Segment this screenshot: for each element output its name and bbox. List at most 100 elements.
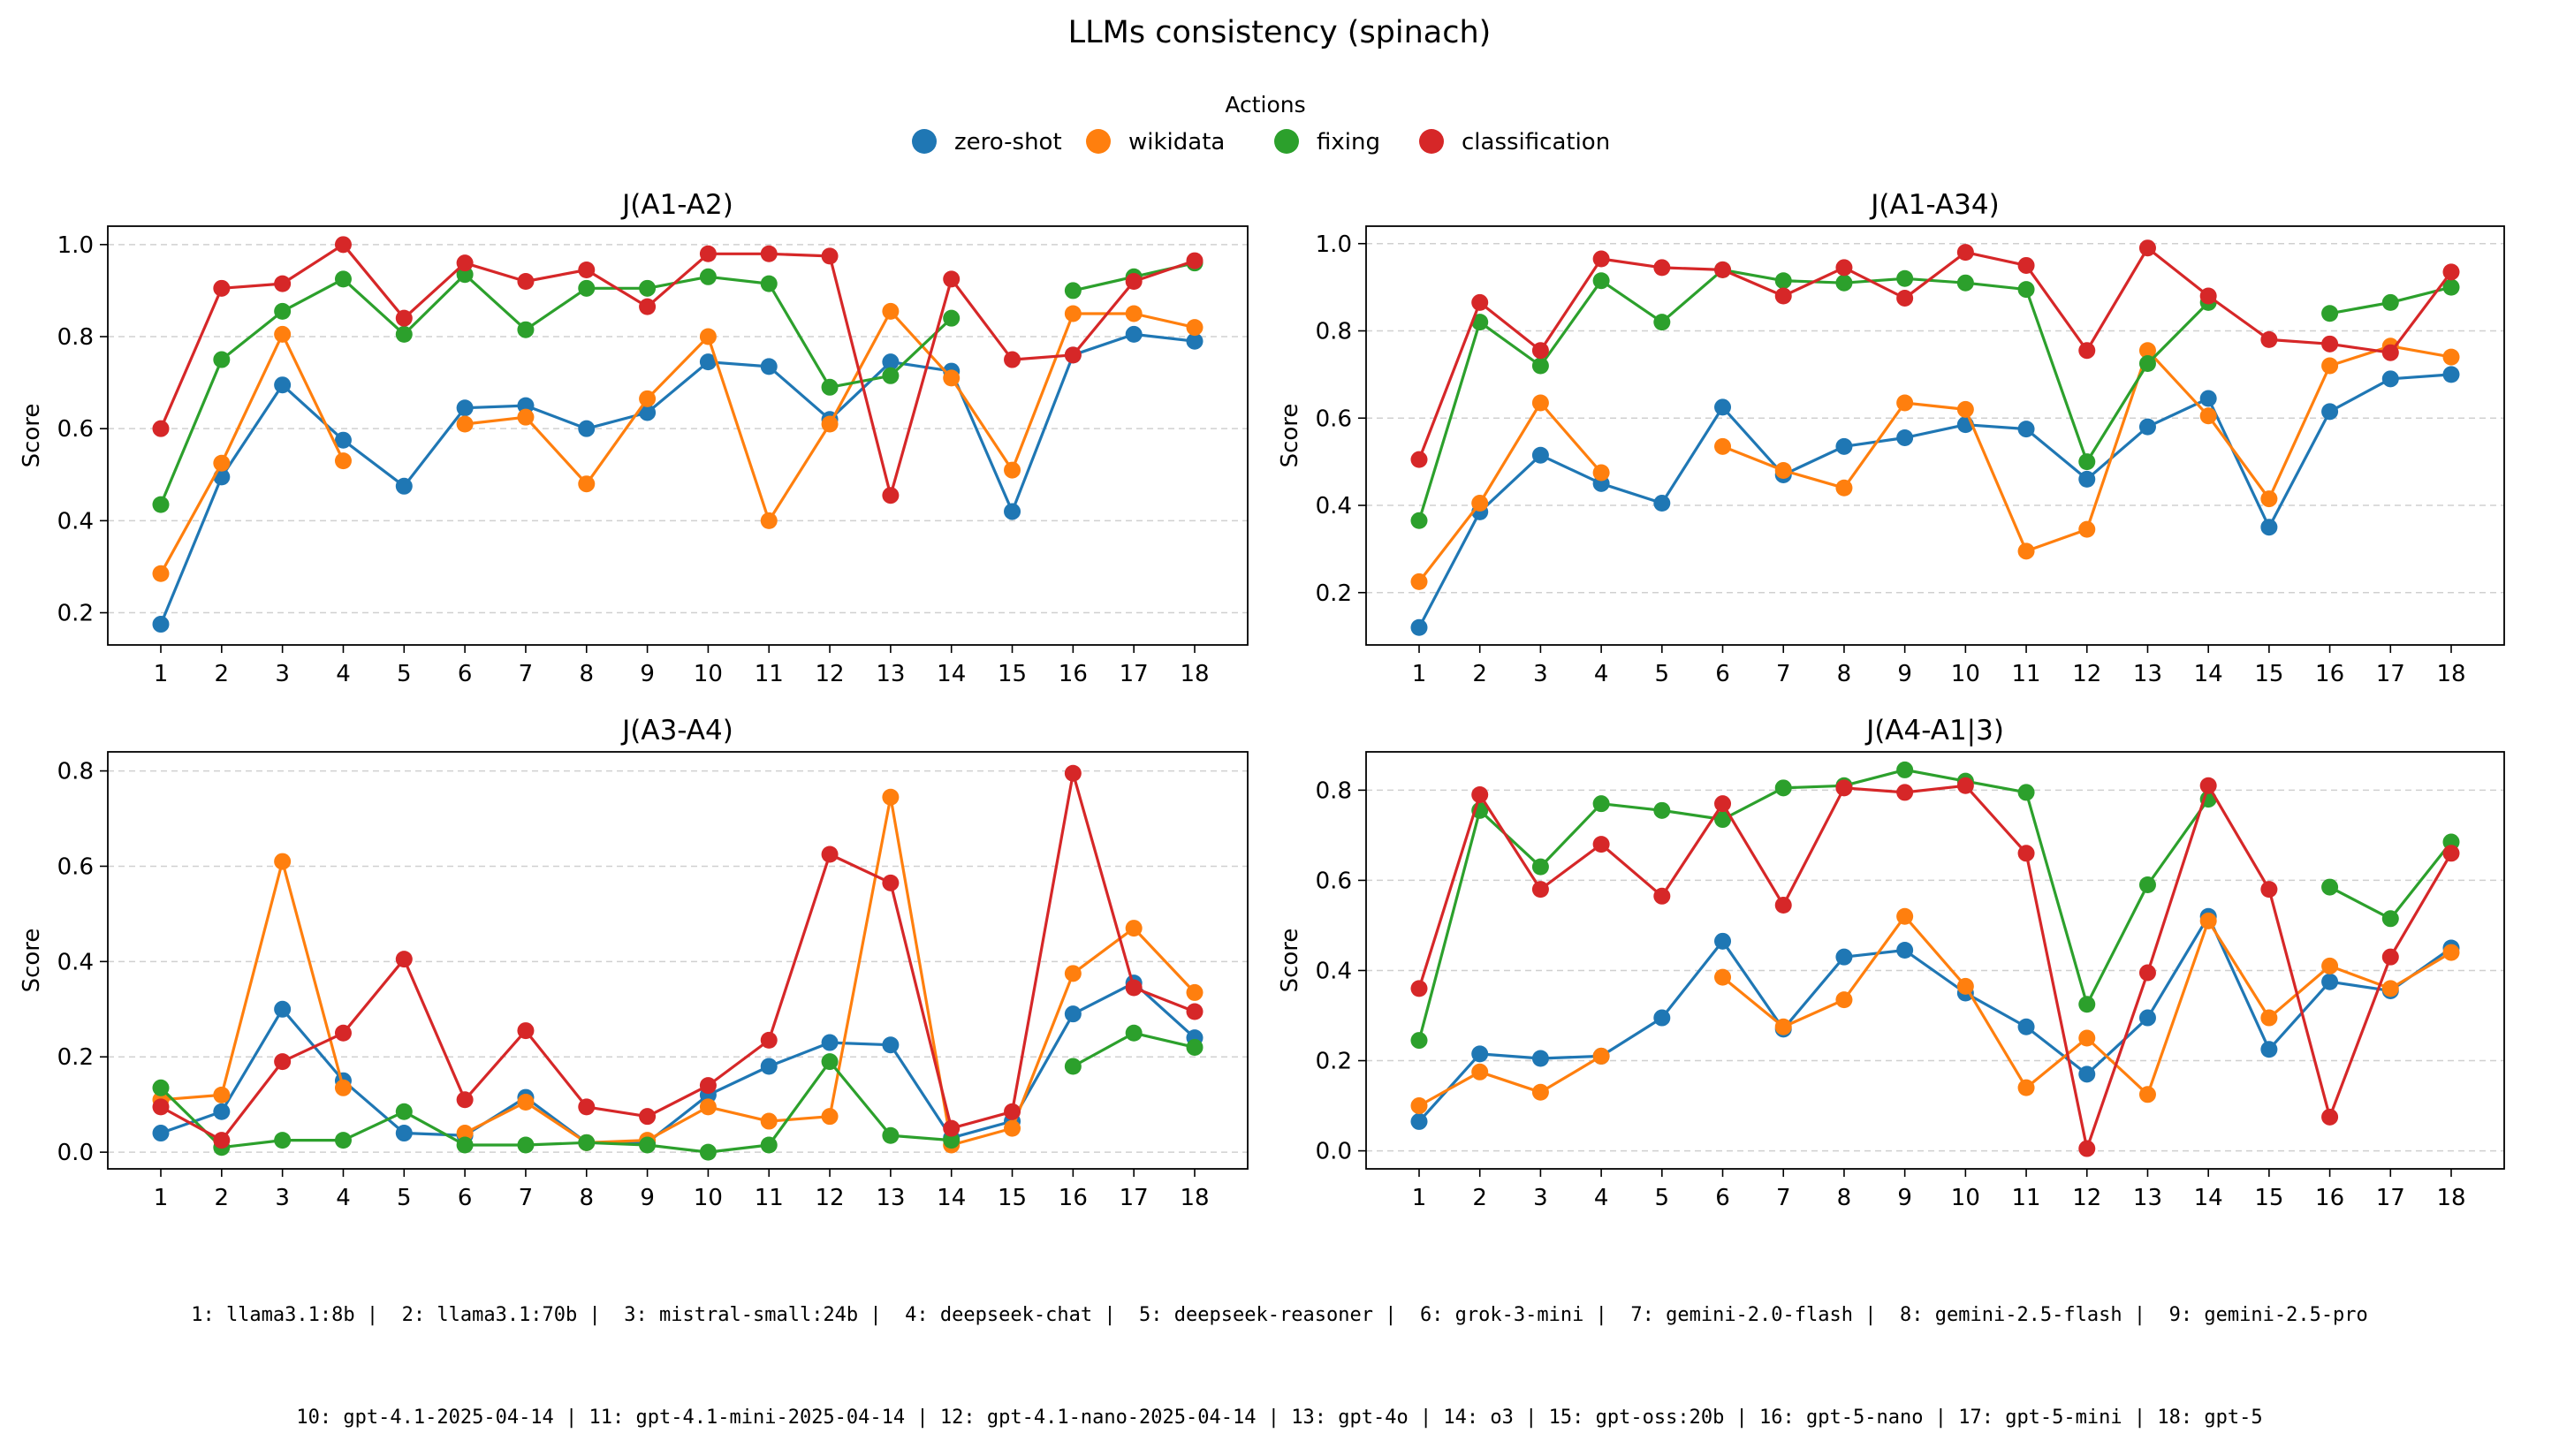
data-point-classification bbox=[1531, 881, 1549, 899]
x-tick-label: 1 bbox=[154, 1185, 169, 1211]
panel-title: J(A3-A4) bbox=[620, 715, 733, 747]
data-point-classification bbox=[760, 245, 778, 262]
data-point-zero-shot bbox=[2138, 1009, 2156, 1027]
series-wikidata bbox=[1410, 907, 2460, 1115]
x-tick-label: 8 bbox=[1837, 1185, 1852, 1211]
data-point-classification bbox=[2138, 964, 2156, 982]
series-line-wikidata bbox=[1417, 401, 1603, 583]
data-point-zero-shot bbox=[2442, 366, 2460, 383]
x-tick-label: 16 bbox=[2315, 661, 2344, 687]
data-point-wikidata bbox=[1125, 305, 1143, 322]
x-tick-label: 2 bbox=[215, 661, 230, 687]
data-point-classification bbox=[1410, 451, 1428, 468]
y-tick-label: 0.4 bbox=[1316, 958, 1352, 984]
data-point-zero-shot bbox=[1896, 942, 1914, 959]
data-point-wikidata bbox=[1064, 305, 1082, 322]
data-point-classification bbox=[578, 1098, 596, 1116]
data-point-classification bbox=[578, 261, 596, 278]
data-point-classification bbox=[456, 254, 474, 272]
y-tick-label: 0.2 bbox=[57, 601, 94, 627]
data-point-fixing bbox=[213, 351, 231, 368]
data-point-fixing bbox=[699, 1143, 717, 1161]
data-point-zero-shot bbox=[1531, 1050, 1549, 1067]
data-point-wikidata bbox=[882, 788, 900, 806]
data-point-classification bbox=[882, 874, 900, 891]
data-point-fixing bbox=[1410, 1032, 1428, 1050]
data-point-fixing bbox=[1956, 274, 1974, 292]
data-point-classification bbox=[1653, 259, 1671, 277]
data-point-classification bbox=[1125, 273, 1143, 291]
x-tick-label: 6 bbox=[1715, 661, 1730, 687]
y-tick-label: 0.2 bbox=[1316, 1049, 1352, 1075]
x-tick-label: 13 bbox=[2133, 1185, 2162, 1211]
series-line-wikidata bbox=[1418, 1055, 1602, 1107]
legend-item-zero-shot: zero-shot bbox=[912, 129, 1062, 155]
data-point-classification bbox=[760, 1031, 778, 1049]
data-point-classification bbox=[1714, 261, 1732, 278]
x-tick-label: 18 bbox=[2436, 661, 2465, 687]
data-point-wikidata bbox=[2138, 1086, 2156, 1103]
y-tick-label: 0.4 bbox=[1316, 493, 1352, 519]
x-tick-label: 17 bbox=[2376, 661, 2405, 687]
data-point-classification bbox=[699, 1077, 717, 1095]
data-point-wikidata bbox=[1956, 400, 1974, 418]
data-point-wikidata bbox=[1896, 394, 1914, 412]
data-point-classification bbox=[2381, 948, 2399, 966]
data-point-zero-shot bbox=[1714, 932, 1732, 950]
data-point-classification bbox=[1896, 784, 1914, 801]
data-point-fixing bbox=[882, 1126, 900, 1144]
data-point-fixing bbox=[1774, 779, 1792, 797]
data-point-zero-shot bbox=[1653, 495, 1671, 512]
series-line-fixing bbox=[2328, 841, 2453, 921]
data-point-classification bbox=[1531, 342, 1549, 360]
data-point-classification bbox=[1471, 785, 1489, 803]
data-point-classification bbox=[1004, 1103, 1021, 1120]
y-tick-label: 1.0 bbox=[1316, 231, 1352, 258]
y-tick-label: 0.8 bbox=[1316, 777, 1352, 804]
x-tick-label: 10 bbox=[694, 661, 723, 687]
data-point-wikidata bbox=[1956, 977, 1974, 995]
data-point-wikidata bbox=[334, 452, 352, 470]
x-tick-label: 3 bbox=[275, 661, 290, 687]
y-axis-label: Score bbox=[1277, 929, 1303, 993]
data-point-zero-shot bbox=[760, 1058, 778, 1075]
data-point-zero-shot bbox=[1896, 428, 1914, 446]
x-tick-label: 15 bbox=[998, 661, 1027, 687]
y-tick-label: 0.8 bbox=[57, 759, 94, 785]
data-point-wikidata bbox=[1592, 464, 1610, 482]
data-point-zero-shot bbox=[1004, 503, 1021, 520]
data-point-classification bbox=[1956, 777, 1974, 794]
data-point-classification bbox=[1774, 896, 1792, 914]
legend-title: Actions bbox=[1225, 92, 1305, 118]
data-point-fixing bbox=[943, 309, 961, 327]
data-point-fixing bbox=[1653, 801, 1671, 819]
data-point-classification bbox=[2138, 239, 2156, 257]
data-point-classification bbox=[639, 298, 657, 315]
data-point-classification bbox=[1186, 1003, 1204, 1020]
data-point-fixing bbox=[2442, 278, 2460, 296]
x-tick-label: 10 bbox=[694, 1185, 723, 1211]
data-point-classification bbox=[274, 275, 292, 292]
data-point-wikidata bbox=[456, 415, 474, 433]
data-point-zero-shot bbox=[2260, 1041, 2278, 1058]
data-point-classification bbox=[334, 1024, 352, 1042]
x-tick-label: 3 bbox=[275, 1185, 290, 1211]
panel-title: J(A1-A2) bbox=[620, 189, 733, 221]
data-point-fixing bbox=[2138, 355, 2156, 373]
data-point-zero-shot bbox=[1410, 1112, 1428, 1130]
series-line-zero-shot bbox=[160, 981, 1196, 1144]
series-classification bbox=[1410, 777, 2460, 1157]
x-tick-label: 9 bbox=[1897, 661, 1912, 687]
data-point-fixing bbox=[274, 302, 292, 320]
x-tick-label: 6 bbox=[1715, 1185, 1730, 1211]
data-point-classification bbox=[639, 1108, 657, 1126]
legend-item-wikidata: wikidata bbox=[1086, 129, 1225, 155]
data-point-classification bbox=[2199, 777, 2217, 794]
data-point-classification bbox=[821, 846, 839, 863]
plot-frame bbox=[1365, 751, 2505, 1170]
data-point-wikidata bbox=[2442, 348, 2460, 366]
data-point-fixing bbox=[2321, 305, 2339, 322]
model-key-line-1: 1: llama3.1:8b | 2: llama3.1:70b | 3: mi… bbox=[191, 1304, 2368, 1326]
data-point-wikidata bbox=[2078, 520, 2096, 538]
x-tick-label: 12 bbox=[816, 1185, 845, 1211]
